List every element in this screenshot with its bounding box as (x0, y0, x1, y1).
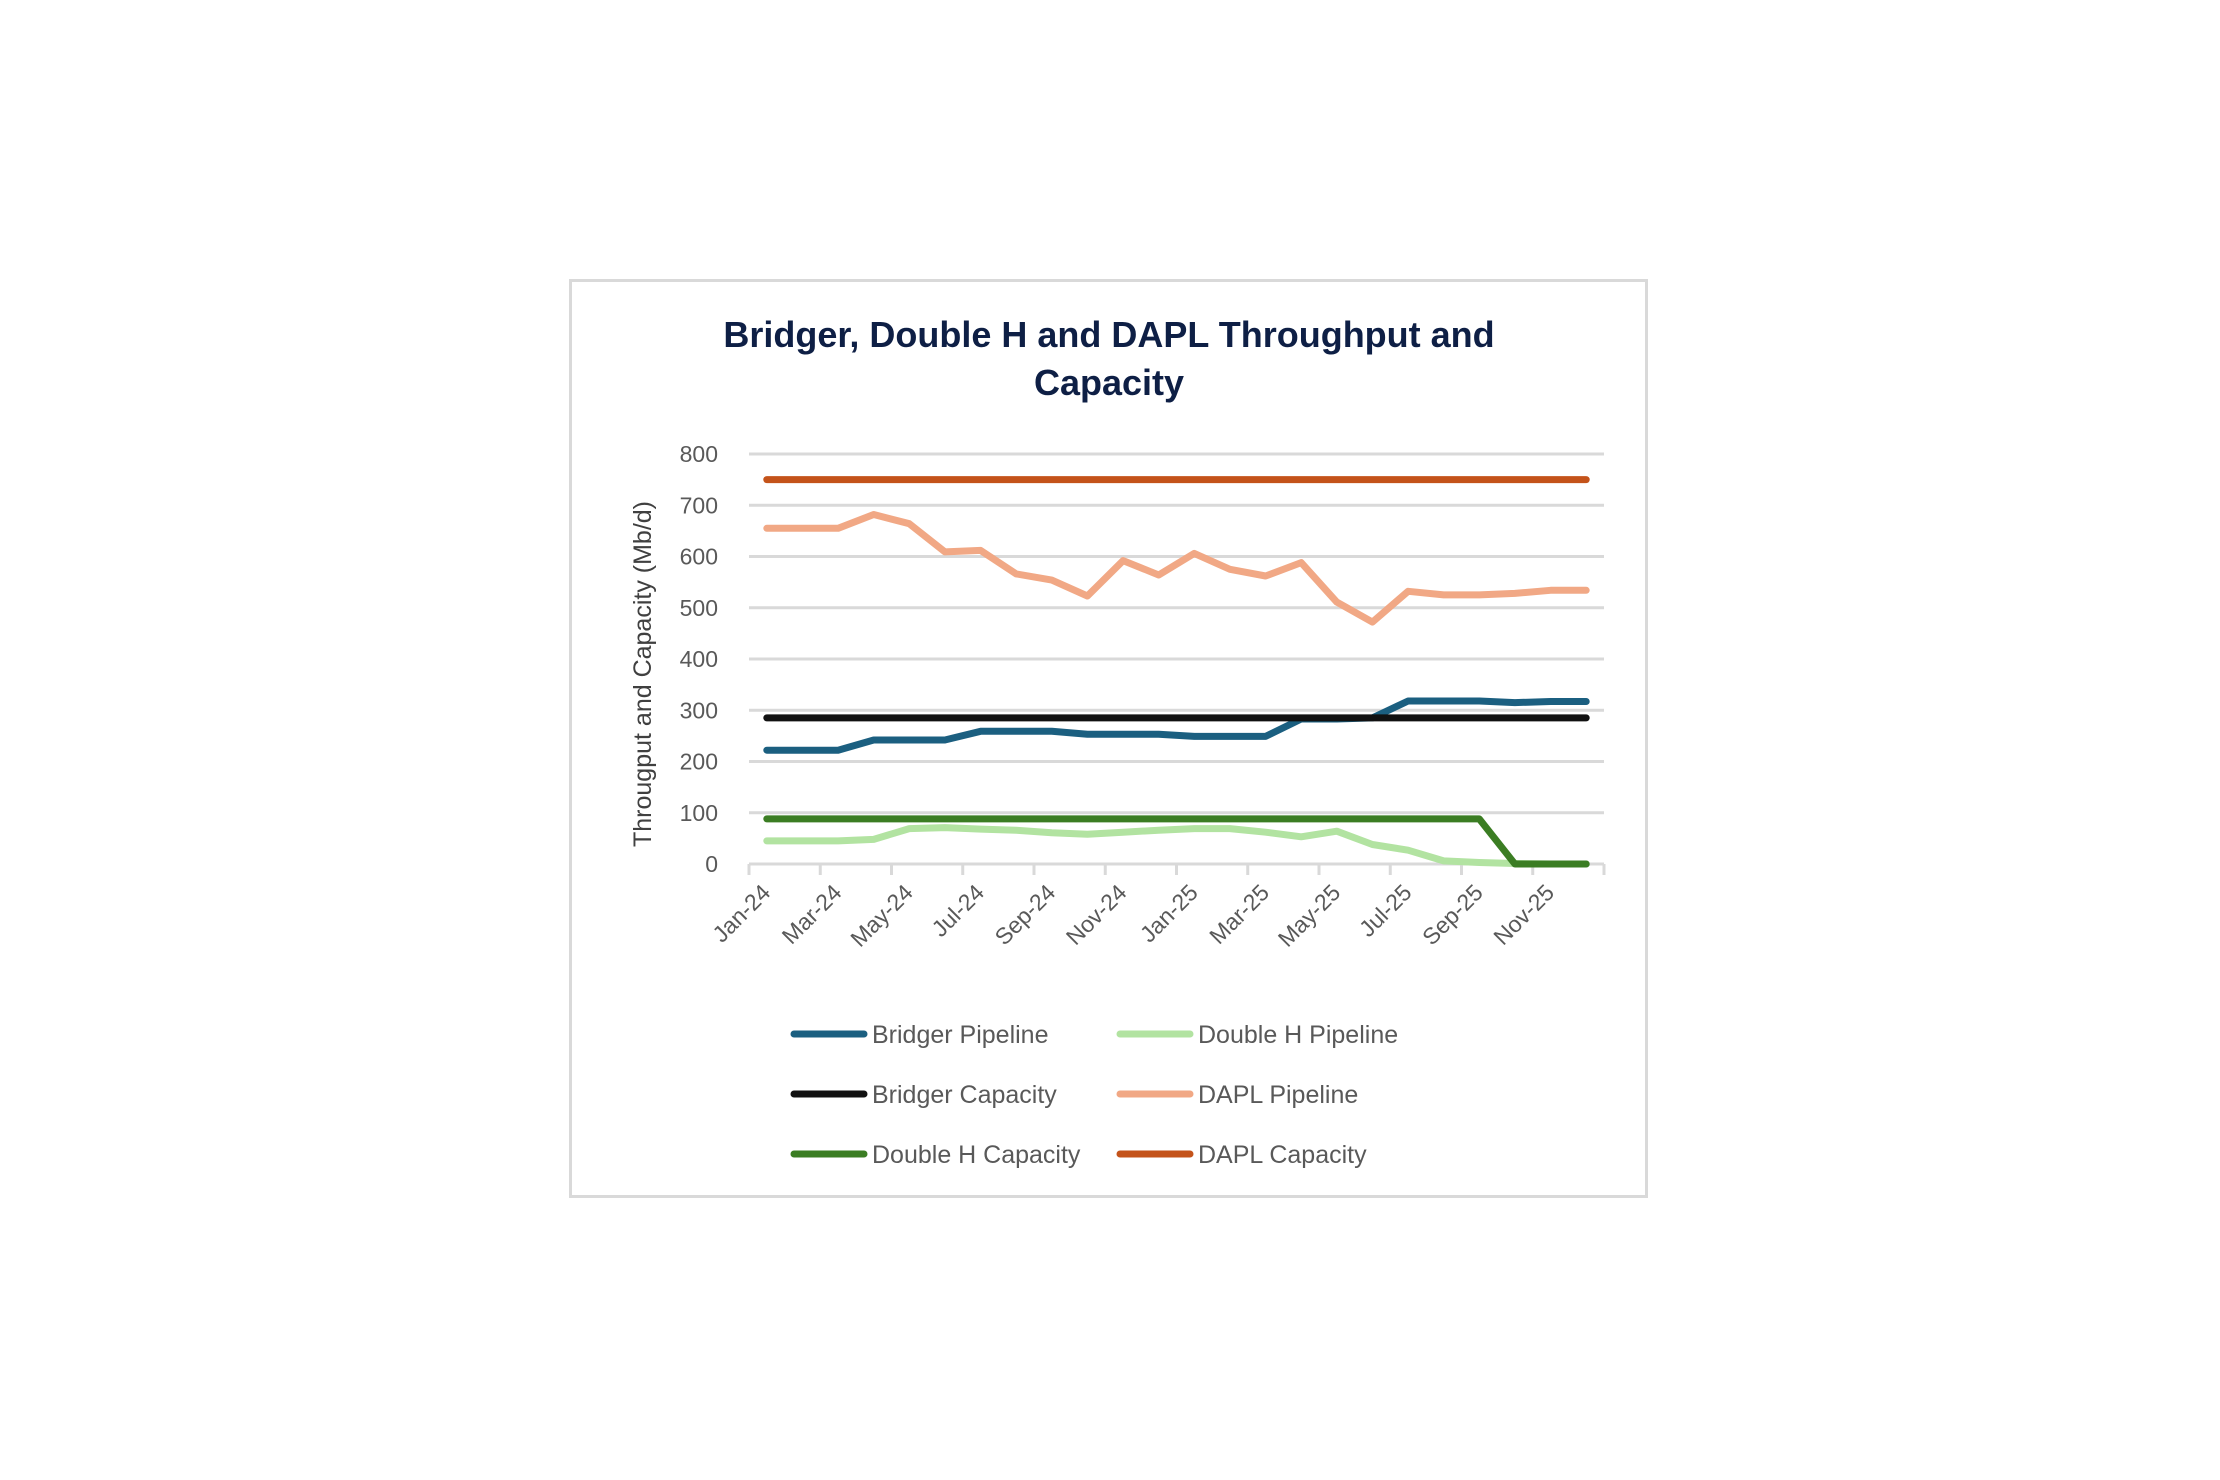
series-line (763, 824, 1590, 868)
gridlines (749, 452, 1604, 815)
legend-item[interactable]: DAPL Pipeline (1116, 1081, 1358, 1109)
series-lines (763, 476, 1590, 868)
y-tick-label: 200 (680, 749, 718, 775)
legend-label: Bridger Capacity (872, 1081, 1057, 1109)
x-tick-label: Sep-25 (1417, 879, 1488, 950)
x-tick-label: May-24 (845, 879, 918, 952)
legend-item[interactable]: Double H Pipeline (1116, 1021, 1398, 1049)
legend-item[interactable]: Bridger Capacity (790, 1081, 1057, 1109)
legend-label: Double H Capacity (872, 1141, 1081, 1169)
y-axis-ticks: 0 100 200 300 400 500 600 700 800 (680, 441, 718, 877)
legend-item[interactable]: Bridger Pipeline (790, 1021, 1049, 1049)
y-tick-label: 800 (680, 441, 718, 467)
x-tick-label: Nov-24 (1061, 879, 1132, 950)
legend-label: DAPL Pipeline (1198, 1081, 1358, 1109)
y-tick-label: 500 (680, 595, 718, 621)
x-tick-label: Jul-25 (1354, 879, 1417, 942)
series-line (763, 511, 1590, 626)
y-tick-label: 100 (680, 800, 718, 826)
x-tick-label: Mar-25 (1204, 879, 1274, 949)
y-tick-label: 0 (705, 851, 718, 877)
series-dapl-pipeline (763, 511, 1590, 626)
y-tick-label: 600 (680, 544, 718, 570)
legend-item[interactable]: DAPL Capacity (1116, 1141, 1367, 1169)
x-tick-label: Sep-24 (990, 879, 1061, 950)
x-tick-label: Jan-25 (1135, 879, 1203, 947)
chart-title: Bridger, Double H and DAPL Throughput an… (723, 314, 1494, 403)
legend: Bridger Pipeline Double H Pipeline Bridger… (790, 1021, 1398, 1169)
y-tick-label: 300 (680, 697, 718, 723)
series-line (763, 697, 1590, 754)
y-tick-label: 700 (680, 492, 718, 518)
chart-title-line-2: Capacity (1034, 362, 1184, 403)
x-tick-label: Jul-24 (926, 879, 989, 942)
chart-frame (569, 279, 1648, 1198)
legend-label: Double H Pipeline (1198, 1021, 1398, 1049)
series-line (763, 815, 1590, 868)
y-tick-label: 400 (680, 646, 718, 672)
series-double-h-capacity (763, 815, 1590, 868)
y-axis-label: Througput and Capacity (Mb/d) (629, 501, 657, 847)
series-bridger-pipeline (763, 697, 1590, 754)
legend-label: DAPL Capacity (1198, 1141, 1367, 1169)
x-tick-label: May-25 (1273, 879, 1346, 952)
x-tick-label: Mar-24 (777, 879, 847, 949)
x-tick-label: Jan-24 (707, 879, 775, 947)
x-tick-label: Nov-25 (1488, 879, 1559, 950)
chart-title-line-1: Bridger, Double H and DAPL Throughput an… (723, 314, 1494, 355)
legend-item[interactable]: Double H Capacity (790, 1141, 1081, 1169)
series-double-h-pipeline (763, 824, 1590, 868)
legend-label: Bridger Pipeline (872, 1021, 1049, 1049)
